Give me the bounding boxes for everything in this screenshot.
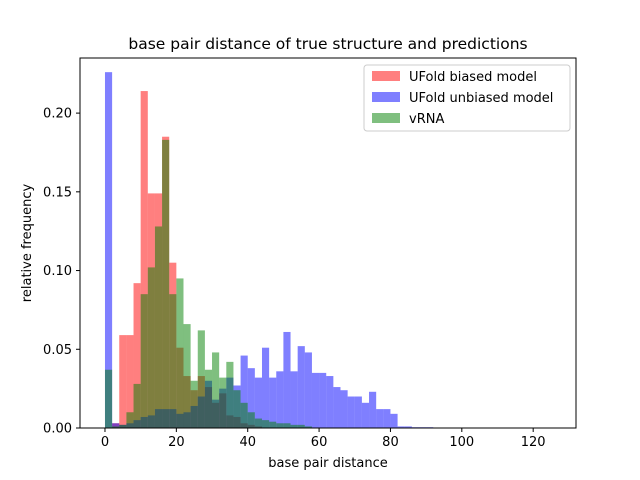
bar-vrna-26 [290, 424, 298, 428]
bar-ufold-unbiased-model-29 [311, 372, 320, 428]
bar-vrna-4 [133, 383, 141, 428]
bar-vrna-23 [269, 421, 277, 428]
chart-title: base pair distance of true structure and… [128, 35, 527, 53]
x-axis-label: base pair distance [268, 456, 388, 471]
bar-ufold-unbiased-model-37 [369, 391, 377, 428]
y-tick-label: 0.05 [43, 343, 72, 358]
bar-vrna-14 [204, 369, 213, 428]
legend-box [363, 64, 571, 132]
bar-ufold-unbiased-model-21 [254, 377, 262, 428]
y-tick-label: 0.20 [43, 107, 72, 122]
bar-ufold-unbiased-model-33 [340, 390, 348, 428]
bar-ufold-unbiased-model-39 [383, 409, 391, 428]
bar-vrna-15 [212, 352, 220, 428]
bar-ufold-biased-model-5 [140, 91, 148, 428]
bar-ufold-unbiased-model-1 [112, 423, 120, 428]
series-vrna [104, 139, 312, 428]
bar-vrna-25 [283, 423, 291, 428]
bar-vrna-2 [119, 424, 127, 428]
x-tick-label: 0 [101, 435, 109, 450]
bar-vrna-10 [176, 278, 184, 428]
bar-ufold-unbiased-model-31 [326, 376, 334, 428]
bar-vrna-8 [162, 139, 170, 428]
x-tick-label: 40 [239, 435, 256, 450]
legend-label-ufold-unbiased-model: UFold unbiased model [409, 91, 553, 106]
bar-vrna-11 [183, 324, 191, 428]
x-axis: 0 20 40 60 80 100 120 [101, 428, 546, 450]
bar-vrna-22 [261, 420, 270, 428]
bar-ufold-unbiased-model-35 [354, 396, 362, 428]
bar-ufold-unbiased-model-23 [269, 377, 277, 428]
bar-vrna-24 [276, 423, 284, 428]
bar-ufold-unbiased-model-40 [390, 413, 398, 428]
x-tick-label: 120 [521, 435, 546, 450]
bar-ufold-unbiased-model-27 [297, 346, 305, 428]
bar-vrna-13 [197, 330, 205, 428]
bar-ufold-unbiased-model-41 [397, 426, 405, 428]
y-axis-label: relative frequency [20, 184, 35, 303]
y-tick-label: 0.15 [43, 185, 72, 200]
legend-label-ufold-biased-model: UFold biased model [409, 70, 537, 85]
x-tick-label: 100 [449, 435, 474, 450]
bar-ufold-biased-model-3 [126, 335, 134, 428]
bar-vrna-17 [226, 361, 234, 428]
bar-ufold-unbiased-model-25 [283, 331, 291, 428]
bar-ufold-biased-model-4 [133, 283, 141, 428]
y-tick-label: 0.00 [43, 422, 72, 437]
legend: UFold biased model UFold unbiased model vR… [363, 64, 571, 132]
bar-ufold-biased-model-2 [119, 335, 127, 428]
bar-vrna-9 [169, 294, 177, 428]
bar-vrna-0 [104, 369, 113, 428]
bar-vrna-6 [147, 267, 155, 428]
x-tick-label: 80 [382, 435, 399, 450]
bar-ufold-unbiased-model-34 [347, 396, 355, 428]
bar-vrna-12 [190, 380, 198, 428]
bar-ufold-unbiased-model-30 [319, 372, 327, 428]
y-axis: 0.00 0.05 0.10 0.15 0.20 [43, 107, 80, 437]
bar-vrna-7 [154, 226, 163, 428]
bar-ufold-unbiased-model-38 [376, 409, 384, 428]
bar-vrna-19 [240, 402, 248, 428]
bar-ufold-unbiased-model-19 [240, 355, 248, 428]
bar-vrna-18 [233, 390, 241, 428]
bar-vrna-5 [140, 294, 148, 428]
bar-vrna-21 [254, 418, 262, 428]
bar-vrna-27 [297, 424, 305, 428]
bar-ufold-unbiased-model-20 [247, 368, 255, 428]
bar-ufold-unbiased-model-36 [361, 402, 370, 428]
bars-layer [104, 72, 555, 429]
bar-ufold-unbiased-model-26 [290, 371, 298, 428]
bar-vrna-16 [219, 377, 227, 428]
legend-swatch-ufold-biased-model [372, 71, 400, 81]
legend-swatch-ufold-unbiased-model [372, 92, 400, 102]
y-tick-label: 0.10 [43, 264, 72, 279]
bar-vrna-1 [112, 426, 120, 428]
bar-vrna-28 [304, 426, 312, 428]
bar-ufold-unbiased-model-0 [104, 72, 113, 429]
plot-frame [79, 57, 577, 429]
x-tick-label: 20 [168, 435, 185, 450]
bar-vrna-20 [247, 412, 255, 428]
legend-label-vrna: vRNA [409, 112, 444, 127]
x-tick-label: 60 [311, 435, 328, 450]
bar-ufold-unbiased-model-42 [404, 426, 412, 428]
legend-swatch-vrna [372, 113, 400, 123]
bar-ufold-unbiased-model-24 [276, 371, 284, 428]
bar-ufold-unbiased-model-28 [304, 352, 312, 428]
bar-ufold-unbiased-model-22 [261, 347, 270, 428]
bar-ufold-unbiased-model-32 [333, 387, 341, 428]
bar-vrna-3 [126, 412, 134, 428]
